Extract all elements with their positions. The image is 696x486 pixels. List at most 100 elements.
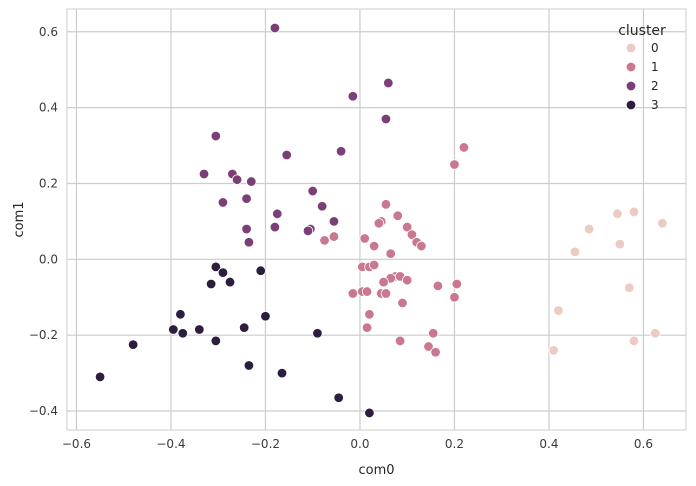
data-point-cluster-1 (319, 235, 330, 246)
data-point-cluster-0 (628, 206, 640, 218)
data-point-cluster-0 (650, 328, 661, 339)
data-point-cluster-1 (347, 288, 359, 299)
y-tick-label: 0.0 (39, 252, 58, 266)
x-tick-label: 0.0 (350, 437, 369, 451)
data-point-cluster-2 (316, 201, 328, 212)
x-tick-label: 0.4 (539, 437, 558, 451)
data-point-cluster-0 (624, 282, 635, 293)
y-axis-label: com1 (12, 201, 27, 237)
legend-label: 1 (651, 60, 659, 74)
y-tick-label: 0.6 (39, 25, 58, 39)
data-point-cluster-0 (657, 218, 668, 229)
data-point-cluster-0 (553, 305, 564, 316)
data-point-cluster-2 (328, 216, 340, 227)
data-point-cluster-1 (380, 288, 392, 299)
data-point-cluster-1 (423, 341, 434, 352)
data-point-cluster-1 (373, 218, 385, 229)
data-point-cluster-1 (397, 297, 408, 309)
data-point-cluster-1 (428, 328, 439, 339)
data-point-cluster-3 (205, 278, 217, 290)
data-point-cluster-1 (385, 248, 396, 259)
data-point-cluster-3 (177, 328, 188, 339)
data-point-cluster-3 (255, 265, 266, 276)
data-point-cluster-3 (94, 371, 106, 383)
data-point-cluster-1 (402, 274, 413, 286)
data-point-cluster-1 (406, 229, 418, 240)
data-point-cluster-2 (241, 193, 252, 204)
data-point-cluster-1 (449, 159, 460, 170)
data-point-cluster-3 (168, 324, 179, 335)
data-point-cluster-2 (269, 22, 281, 34)
data-point-cluster-2 (269, 221, 281, 233)
data-point-cluster-2 (246, 176, 257, 187)
data-point-cluster-2 (335, 146, 347, 157)
data-point-cluster-2 (307, 185, 318, 197)
data-point-cluster-3 (260, 311, 271, 322)
data-point-cluster-2 (231, 174, 243, 185)
legend-label: 0 (651, 41, 659, 55)
data-point-cluster-0 (569, 246, 581, 257)
data-point-cluster-0 (583, 223, 595, 235)
plot-frame (66, 8, 687, 431)
data-point-cluster-3 (312, 328, 323, 339)
data-point-cluster-2 (302, 225, 314, 237)
data-point-cluster-0 (614, 238, 626, 250)
x-axis-label: com0 (358, 463, 394, 478)
data-point-cluster-1 (402, 221, 413, 233)
legend-label: 2 (651, 79, 659, 93)
data-point-cluster-1 (432, 280, 444, 292)
data-point-cluster-2 (383, 77, 394, 89)
data-point-cluster-1 (368, 259, 380, 271)
data-point-cluster-1 (361, 286, 373, 297)
data-point-cluster-3 (243, 360, 255, 371)
data-point-cluster-3 (238, 322, 250, 333)
y-tick-label: 0.2 (39, 176, 58, 190)
data-point-cluster-3 (210, 335, 222, 347)
x-tick-label: −0.6 (62, 437, 91, 451)
x-tick-label: −0.4 (156, 437, 185, 451)
data-point-cluster-2 (241, 223, 252, 235)
data-point-cluster-3 (217, 267, 229, 278)
data-point-cluster-1 (359, 233, 370, 244)
data-point-cluster-1 (328, 231, 340, 242)
x-tick-label: 0.6 (634, 437, 653, 451)
legend-label: 3 (651, 98, 659, 112)
data-point-cluster-1 (430, 347, 441, 358)
legend: cluster 0 1 2 3 (618, 23, 666, 112)
data-point-cluster-3 (224, 276, 236, 288)
data-points (94, 22, 668, 419)
x-tick-label: 0.2 (445, 437, 464, 451)
data-point-cluster-1 (458, 142, 470, 153)
data-point-cluster-1 (364, 309, 375, 320)
data-point-cluster-1 (451, 278, 463, 290)
y-tick-label: −0.4 (29, 404, 58, 418)
data-point-cluster-1 (368, 240, 380, 252)
data-point-cluster-3 (194, 324, 205, 335)
y-tick-label: −0.2 (29, 328, 58, 342)
data-point-cluster-2 (210, 130, 222, 142)
data-point-cluster-3 (364, 407, 375, 419)
legend-marker (625, 80, 637, 92)
data-point-cluster-3 (175, 309, 186, 320)
data-point-cluster-3 (333, 392, 344, 403)
data-point-cluster-1 (361, 322, 373, 333)
data-point-cluster-1 (392, 210, 403, 221)
data-point-cluster-3 (210, 261, 222, 273)
data-point-cluster-2 (272, 208, 283, 220)
data-point-cluster-0 (548, 345, 559, 356)
tick-labels: −0.6 −0.4 −0.2 0.0 0.2 0.4 0.6 −0.4 −0.2 0.0 0.2 0.… (29, 25, 653, 451)
data-point-cluster-0 (628, 335, 640, 347)
data-point-cluster-1 (378, 276, 389, 288)
y-tick-label: 0.4 (39, 101, 58, 115)
data-point-cluster-1 (416, 240, 427, 252)
legend-marker (625, 42, 637, 54)
data-point-cluster-3 (127, 339, 139, 350)
data-point-cluster-1 (449, 292, 460, 303)
grid (67, 9, 686, 430)
data-point-cluster-2 (281, 149, 292, 161)
data-point-cluster-2 (243, 237, 255, 248)
legend-marker (625, 61, 637, 73)
data-point-cluster-2 (217, 197, 229, 208)
data-point-cluster-0 (612, 208, 623, 220)
